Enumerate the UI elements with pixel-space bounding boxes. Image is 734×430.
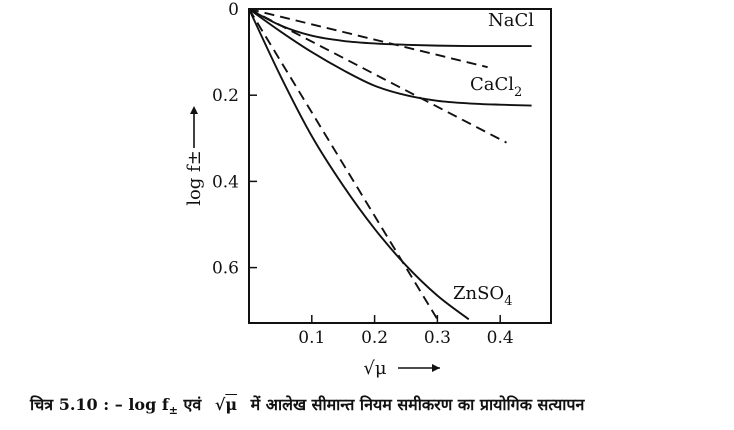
series-line-cacl2-dashed: [249, 9, 507, 144]
chart-figure: 0.1 0.2 0.3 0.4 0 0.2 0.4 0.6 √μ log f± NaCl CaCl2 Z…: [184, 0, 552, 379]
y-axis-arrow-head: [190, 106, 198, 114]
y-tick-label: 0.6: [212, 259, 239, 279]
x-tick-label: 0.3: [424, 328, 451, 348]
series-line-nacl-dashed: [249, 9, 488, 69]
caption-prefix: चित्र 5.10 : –: [30, 395, 123, 414]
caption-log-text: log f: [128, 395, 169, 414]
x-tick-label: 0.1: [298, 328, 325, 348]
curve-label-nacl: NaCl: [488, 10, 534, 31]
x-axis-arrow-head: [432, 364, 440, 372]
series-line-cacl2-solid: [249, 9, 532, 107]
y-tick-label: 0.2: [212, 86, 239, 106]
curve-label-cacl2: CaCl2: [470, 74, 522, 100]
caption-sqrt: √: [214, 395, 226, 414]
x-tick-label: 0.4: [487, 328, 514, 348]
figure-caption: चित्र 5.10 : – log f± एवं √μ में आलेख सी…: [30, 393, 730, 417]
plot-frame: [248, 8, 552, 324]
series-line-znso4-dashed: [249, 9, 439, 320]
caption-rest: में आलेख सीमान्त नियम समीकरण का प्रायोगि…: [250, 395, 585, 414]
caption-and: एवं: [183, 395, 202, 414]
y-tick-label: 0: [228, 0, 239, 20]
x-tick-label: 0.2: [361, 328, 388, 348]
caption-mu: μ: [225, 395, 238, 414]
x-axis-label: √μ: [363, 358, 386, 379]
y-tick-label: 0.4: [212, 172, 239, 192]
series-line-znso4-solid: [249, 9, 470, 321]
y-axis-label: log f±: [184, 150, 205, 206]
caption-pm: ±: [168, 404, 178, 418]
curve-label-znso4: ZnSO4: [453, 283, 512, 309]
